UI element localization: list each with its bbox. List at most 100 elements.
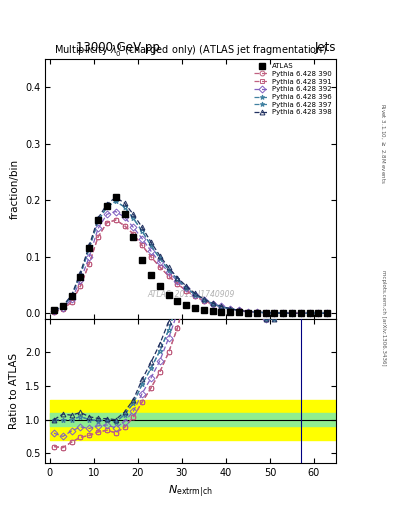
ATLAS <box>237 309 241 315</box>
ATLAS <box>131 234 136 240</box>
Text: ATLAS_2019_I1740909: ATLAS_2019_I1740909 <box>147 289 234 298</box>
Pythia 6.428 397 <box>290 310 294 316</box>
Line: Pythia 6.428 392: Pythia 6.428 392 <box>51 209 330 316</box>
Pythia 6.428 390 <box>246 309 250 315</box>
Pythia 6.428 391 <box>140 242 145 248</box>
Pythia 6.428 390 <box>193 293 197 300</box>
Pythia 6.428 390 <box>210 301 215 307</box>
Pythia 6.428 391 <box>78 283 83 289</box>
Pythia 6.428 392 <box>290 310 294 316</box>
Pythia 6.428 390 <box>263 310 268 316</box>
Pythia 6.428 397 <box>219 304 224 310</box>
Pythia 6.428 397 <box>158 255 162 262</box>
Pythia 6.428 397 <box>325 310 330 316</box>
Pythia 6.428 391 <box>298 310 303 316</box>
Pythia 6.428 398 <box>237 307 241 313</box>
Pythia 6.428 390 <box>51 309 56 315</box>
Pythia 6.428 398 <box>113 194 118 200</box>
Pythia 6.428 392 <box>61 305 65 311</box>
Pythia 6.428 391 <box>158 264 162 270</box>
Pythia 6.428 396 <box>316 310 321 316</box>
ATLAS <box>298 310 303 316</box>
Pythia 6.428 390 <box>228 306 233 312</box>
Pythia 6.428 396 <box>175 276 180 283</box>
Pythia 6.428 392 <box>254 309 259 315</box>
Pythia 6.428 397 <box>78 272 83 278</box>
Pythia 6.428 398 <box>202 296 206 302</box>
Pythia 6.428 392 <box>210 301 215 307</box>
Pythia 6.428 397 <box>166 267 171 273</box>
Pythia 6.428 392 <box>87 253 92 260</box>
Pythia 6.428 398 <box>158 252 162 259</box>
Pythia 6.428 390 <box>131 231 136 237</box>
Pythia 6.428 396 <box>219 304 224 310</box>
Pythia 6.428 392 <box>149 248 153 254</box>
Pythia 6.428 391 <box>166 273 171 279</box>
Line: Pythia 6.428 396: Pythia 6.428 396 <box>51 199 330 316</box>
Pythia 6.428 397 <box>131 215 136 221</box>
Pythia 6.428 396 <box>51 307 56 313</box>
ATLAS <box>113 194 118 200</box>
Pythia 6.428 390 <box>316 310 321 316</box>
ATLAS <box>96 217 101 223</box>
Pythia 6.428 398 <box>263 310 268 316</box>
Pythia 6.428 392 <box>158 259 162 265</box>
Legend: ATLAS, Pythia 6.428 390, Pythia 6.428 391, Pythia 6.428 392, Pythia 6.428 396, P: ATLAS, Pythia 6.428 390, Pythia 6.428 39… <box>252 61 334 118</box>
Pythia 6.428 390 <box>166 273 171 279</box>
Pythia 6.428 391 <box>69 299 74 305</box>
Title: Multiplicity $\lambda_0^0$ (charged only) (ATLAS jet fragmentation): Multiplicity $\lambda_0^0$ (charged only… <box>54 42 327 59</box>
Pythia 6.428 390 <box>219 304 224 310</box>
Pythia 6.428 391 <box>184 288 189 294</box>
Pythia 6.428 396 <box>69 293 74 300</box>
Text: 13000 GeV pp: 13000 GeV pp <box>76 41 160 54</box>
ATLAS <box>78 273 83 280</box>
Pythia 6.428 396 <box>131 215 136 221</box>
Pythia 6.428 397 <box>122 204 127 210</box>
Pythia 6.428 390 <box>298 310 303 316</box>
ATLAS <box>272 310 277 316</box>
Pythia 6.428 391 <box>202 298 206 304</box>
Pythia 6.428 398 <box>298 310 303 316</box>
Pythia 6.428 397 <box>228 306 233 312</box>
Pythia 6.428 391 <box>175 281 180 287</box>
Pythia 6.428 390 <box>254 309 259 315</box>
Pythia 6.428 396 <box>281 310 285 316</box>
Pythia 6.428 396 <box>263 310 268 316</box>
Pythia 6.428 396 <box>272 310 277 316</box>
Pythia 6.428 397 <box>184 285 189 291</box>
Pythia 6.428 390 <box>272 310 277 316</box>
Line: Pythia 6.428 391: Pythia 6.428 391 <box>51 218 330 316</box>
ATLAS <box>69 293 74 300</box>
Pythia 6.428 398 <box>325 310 330 316</box>
Pythia 6.428 396 <box>325 310 330 316</box>
ATLAS <box>281 310 285 316</box>
Pythia 6.428 392 <box>166 269 171 275</box>
Pythia 6.428 391 <box>272 310 277 316</box>
Pythia 6.428 397 <box>272 310 277 316</box>
ATLAS <box>254 310 259 316</box>
Pythia 6.428 391 <box>325 310 330 316</box>
Line: Pythia 6.428 397: Pythia 6.428 397 <box>51 199 330 316</box>
Pythia 6.428 392 <box>237 307 241 313</box>
Pythia 6.428 396 <box>298 310 303 316</box>
Pythia 6.428 398 <box>210 300 215 306</box>
Pythia 6.428 390 <box>237 307 241 313</box>
Pythia 6.428 390 <box>202 298 206 304</box>
Pythia 6.428 390 <box>140 242 145 248</box>
Pythia 6.428 398 <box>105 201 109 207</box>
Pythia 6.428 397 <box>175 276 180 283</box>
Pythia 6.428 392 <box>219 304 224 310</box>
Pythia 6.428 390 <box>122 223 127 229</box>
Pythia 6.428 397 <box>237 307 241 313</box>
Pythia 6.428 398 <box>175 274 180 281</box>
Pythia 6.428 392 <box>122 214 127 220</box>
ATLAS <box>316 310 321 316</box>
Pythia 6.428 398 <box>78 269 83 275</box>
Pythia 6.428 391 <box>210 301 215 307</box>
Pythia 6.428 397 <box>307 310 312 316</box>
Pythia 6.428 392 <box>51 308 56 314</box>
ATLAS <box>149 272 153 278</box>
ATLAS <box>158 283 162 289</box>
Pythia 6.428 392 <box>281 310 285 316</box>
Pythia 6.428 390 <box>184 288 189 294</box>
